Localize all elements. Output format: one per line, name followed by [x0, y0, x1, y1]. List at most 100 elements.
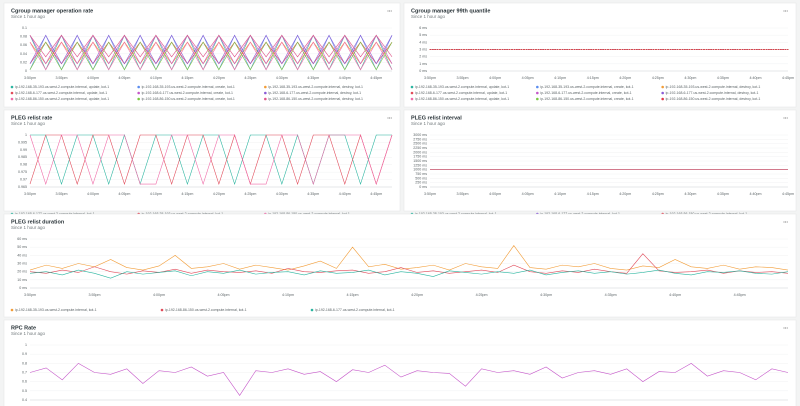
- panel-title: Cgroup manager operation rate: [11, 8, 93, 14]
- menu-dot[interactable]: [785, 117, 787, 119]
- y-tick-label: 2500 ms: [413, 142, 427, 146]
- legend-label: ip-192-168-6-177.us-west-2.compute.inter…: [268, 91, 361, 95]
- legend-swatch: [10, 91, 14, 95]
- panel-title: RPC Rate: [11, 325, 36, 331]
- x-tick-label: 4:40pm: [669, 293, 681, 297]
- menu-dot[interactable]: [786, 117, 788, 119]
- y-tick-label: 0.965: [18, 185, 27, 189]
- y-tick-label: 10 ms: [17, 278, 27, 282]
- legend-swatch: [410, 97, 414, 101]
- x-tick-label: 3:55pm: [457, 76, 469, 80]
- menu-dot[interactable]: [389, 10, 391, 12]
- panel-subtitle: Since 1 hour ago: [411, 14, 446, 19]
- y-tick-label: 0.995: [18, 140, 27, 144]
- legend-swatch: [661, 97, 664, 101]
- y-tick-label: 1 ms: [419, 62, 427, 66]
- legend-swatch: [137, 97, 140, 101]
- menu-dot[interactable]: [387, 117, 389, 119]
- legend-label: ip-192-168-86-150.us-west-2.compute.inte…: [415, 97, 509, 101]
- panel: [3, 319, 797, 406]
- y-tick-label: 750 ms: [415, 172, 427, 176]
- series-line: [29, 253, 789, 275]
- panel: [3, 213, 797, 318]
- y-tick-label: 500 ms: [415, 176, 427, 180]
- legend-label: ip-192-168-6-177.us-west-2.compute.inter…: [15, 91, 107, 95]
- panel: [403, 109, 797, 212]
- y-tick-label: 0.7: [22, 370, 27, 374]
- panel-title: PLEG relist duration: [11, 219, 65, 225]
- y-tick-label: 3000 ms: [413, 133, 427, 137]
- legend-swatch: [264, 85, 267, 89]
- x-tick-label: 4:25pm: [476, 293, 488, 297]
- y-tick-label: 6 ms: [419, 26, 427, 30]
- x-tick-label: 4:45pm: [370, 192, 382, 196]
- x-tick-label: 4:40pm: [339, 192, 351, 196]
- x-tick-label: 3:55pm: [89, 293, 101, 297]
- legend-label: ip-192-168-6-177.us-west-2.compute.inter…: [666, 91, 759, 95]
- y-tick-label: 1000 ms: [413, 168, 427, 172]
- legend-swatch: [264, 97, 267, 101]
- y-tick-label: 0.9: [22, 352, 27, 356]
- legend-swatch: [410, 85, 414, 89]
- y-tick-label: 40 ms: [17, 253, 27, 257]
- x-tick-label: 4:10pm: [554, 192, 566, 196]
- x-tick-label: 4:45pm: [734, 293, 746, 297]
- x-tick-label: 4:30pm: [540, 293, 552, 297]
- series-line: [29, 269, 789, 279]
- x-tick-label: 4:35pm: [717, 76, 729, 80]
- legend-label: ip-192-168-35-193.us-west-2.compute.inte…: [268, 85, 363, 89]
- legend-label: ip-192-168-35-193.us-west-2.compute.inte…: [15, 308, 97, 312]
- menu-dot[interactable]: [783, 117, 785, 119]
- legend-label: ip-192-168-86-150.us-west-2.compute.inte…: [540, 97, 633, 101]
- y-tick-label: 2000 ms: [413, 150, 427, 154]
- legend-swatch: [536, 85, 539, 89]
- menu-dot[interactable]: [783, 221, 785, 223]
- menu-dot[interactable]: [785, 10, 787, 12]
- menu-dot[interactable]: [389, 117, 391, 119]
- menu-dot[interactable]: [783, 10, 785, 12]
- series-line: [29, 34, 393, 65]
- legend-swatch: [137, 85, 140, 89]
- series-line: [29, 245, 789, 271]
- y-tick-label: 0.06: [20, 43, 27, 47]
- x-tick-label: 3:55pm: [55, 76, 67, 80]
- legend-label: ip-192-168-86-150.us-west-2.compute.inte…: [268, 97, 363, 101]
- y-tick-label: 0.6: [22, 380, 27, 384]
- y-tick-label: 2 ms: [419, 55, 427, 59]
- y-tick-label: 0.02: [20, 60, 27, 64]
- x-tick-label: 4:00pm: [153, 293, 165, 297]
- y-tick-label: 5 ms: [419, 33, 427, 37]
- x-tick-label: 4:00pm: [489, 192, 501, 196]
- menu-dot[interactable]: [783, 327, 785, 329]
- menu-dot[interactable]: [390, 10, 392, 12]
- y-tick-label: 0.97: [20, 178, 27, 182]
- menu-dot[interactable]: [786, 221, 788, 223]
- legend-label: ip-192-168-35-193.us-west-2.compute.inte…: [666, 85, 761, 89]
- x-tick-label: 4:10pm: [150, 76, 162, 80]
- y-tick-label: 0 ms: [419, 185, 427, 189]
- menu-dot[interactable]: [390, 117, 392, 119]
- menu-dot[interactable]: [785, 221, 787, 223]
- menu-dot[interactable]: [387, 10, 389, 12]
- panel-title: PLEG relist rate: [11, 115, 52, 121]
- legend-label: ip-192-168-86-150.us-west-2.compute.inte…: [666, 97, 761, 101]
- x-tick-label: 4:05pm: [118, 76, 130, 80]
- menu-dot[interactable]: [786, 10, 788, 12]
- x-tick-label: 4:15pm: [587, 192, 599, 196]
- legend-swatch: [536, 97, 539, 101]
- y-tick-label: 0: [25, 69, 27, 73]
- y-tick-label: 0.1: [22, 26, 27, 30]
- y-tick-label: 2750 ms: [413, 137, 427, 141]
- x-tick-label: 4:25pm: [244, 76, 256, 80]
- x-tick-label: 4:30pm: [276, 76, 288, 80]
- legend-label: ip-192-168-6-177.us-west-2.compute.inter…: [540, 91, 631, 95]
- menu-dot[interactable]: [786, 327, 788, 329]
- series-line: [29, 134, 393, 186]
- x-tick-label: 4:00pm: [87, 192, 99, 196]
- legend-swatch: [160, 308, 164, 312]
- legend-swatch: [661, 91, 664, 95]
- legend-label: ip-192-168-6-177.us-west-2.compute.inter…: [142, 91, 233, 95]
- x-tick-label: 4:05pm: [218, 293, 230, 297]
- menu-dot[interactable]: [785, 327, 787, 329]
